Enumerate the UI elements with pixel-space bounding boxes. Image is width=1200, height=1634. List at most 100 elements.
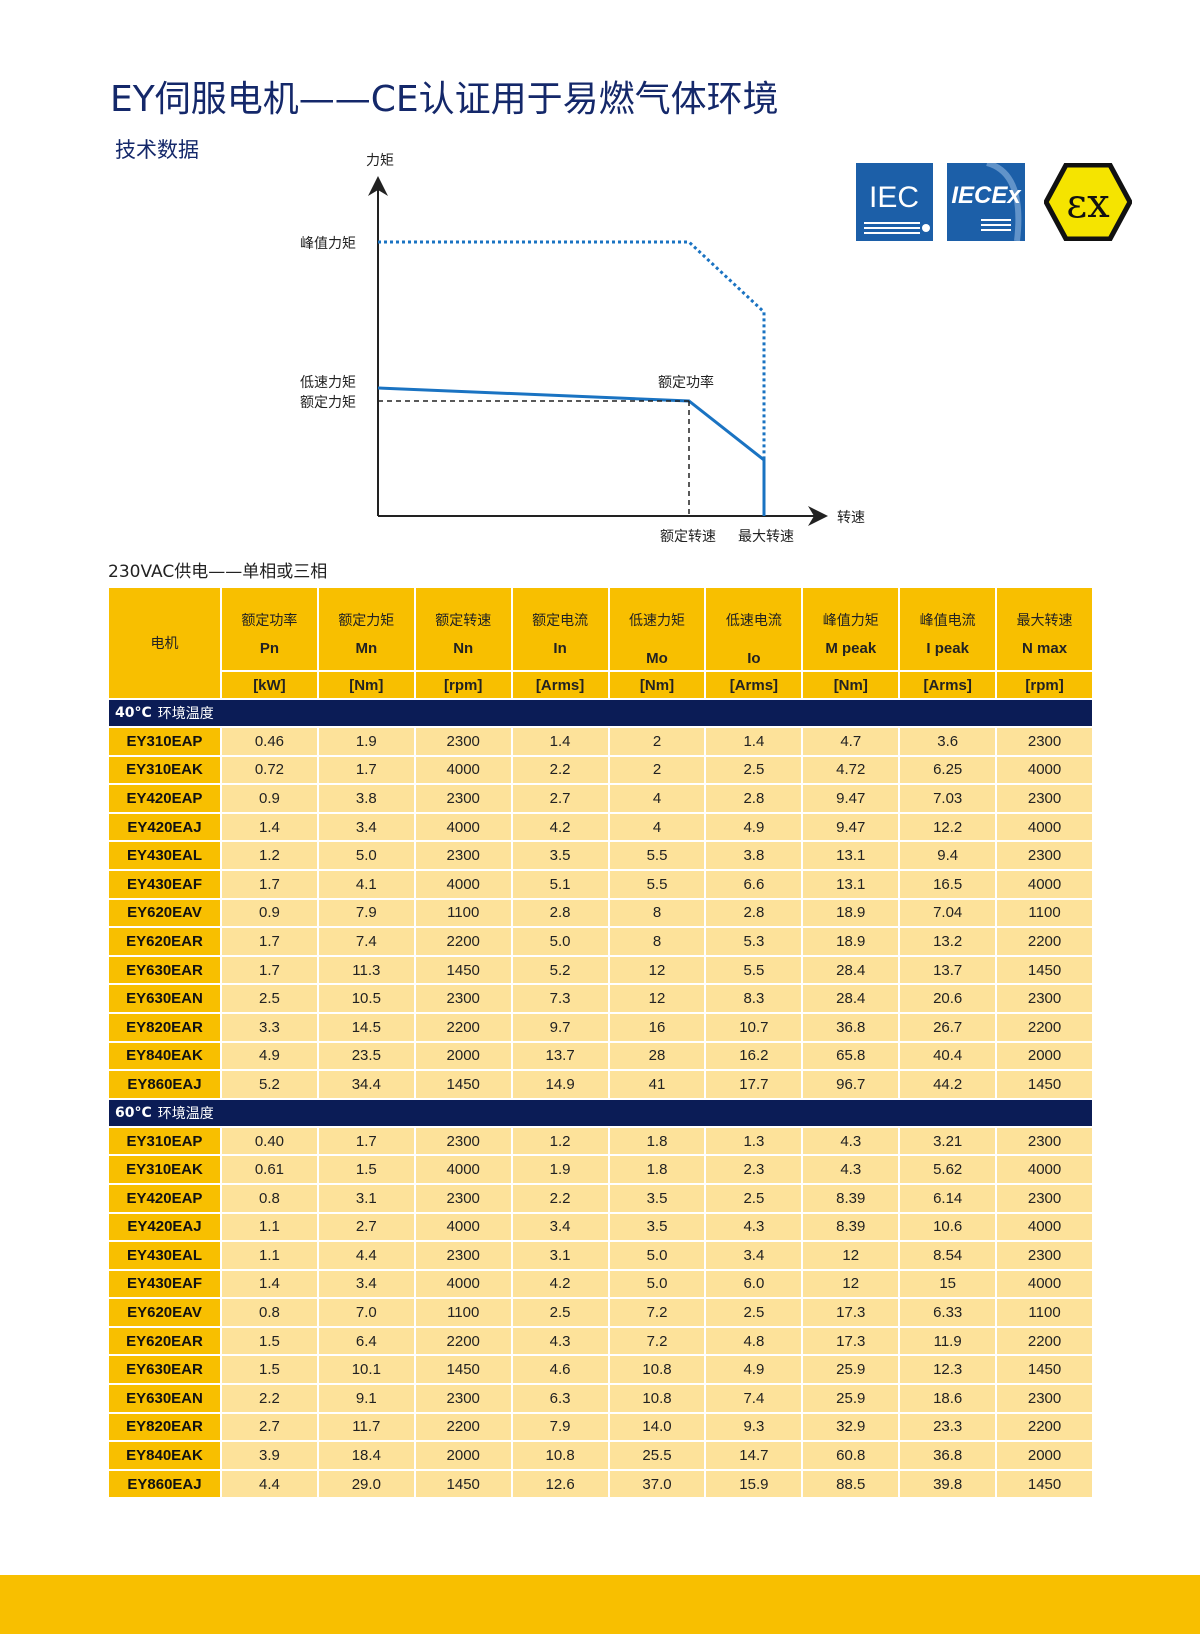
table-cell: 4000 [415,870,511,898]
table-cell: 3.3 [222,1013,317,1041]
table-cell: 6.4 [318,1327,414,1355]
header-symbol: Nn [453,640,474,657]
table-cell: 7.3 [512,985,608,1012]
svg-text:IEC: IEC [869,181,919,214]
table-cell: 2300 [415,1184,511,1212]
low-speed-torque-label: 低速力矩 [300,375,356,391]
table-cell: 29.0 [318,1470,414,1498]
section-temp: 40°C [115,705,152,721]
table-cell: 2.8 [706,785,802,812]
table-cell: 2300 [997,1127,1092,1155]
torque-speed-diagram [368,176,828,526]
table-cell: 3.6 [900,728,996,755]
table-cell: 5.5 [706,956,802,984]
header-name: 峰值电流 [919,613,976,629]
table-cell: 4.9 [706,813,802,841]
table-cell: 1.8 [609,1156,705,1183]
table-cell: 3.5 [609,1213,705,1241]
table-cell: 1450 [997,1071,1092,1098]
header-in: 额定电流 In [512,588,608,670]
table-cell: 18.9 [803,899,899,927]
table-cell: 18.6 [900,1385,996,1412]
table-cell: 3.21 [900,1127,996,1155]
table-cell: 6.6 [706,870,802,898]
header-name: 低速力矩 [628,613,685,629]
motor-cell: EY630EAR [109,956,220,984]
section-band-0: 40°C 环境温度 [109,700,1092,726]
table-cell: 10.8 [609,1385,705,1412]
peak-torque-label: 峰值力矩 [300,236,356,252]
header-unit: [Arms] [706,672,802,698]
table-cell: 1100 [415,899,511,927]
table-cell: 0.46 [222,728,317,755]
table-cell: 12 [803,1270,899,1298]
table-cell: 2.2 [222,1385,317,1412]
table-cell: 7.2 [609,1299,705,1326]
table-cell: 4.3 [706,1213,802,1241]
table-cell: 7.9 [512,1413,608,1441]
table-cell: 8.39 [803,1184,899,1212]
motor-cell: EY310EAP [109,728,220,755]
table-cell: 5.2 [222,1071,317,1098]
table-cell: 12.3 [900,1356,996,1384]
table-cell: 28.4 [803,985,899,1012]
table-cell: 4000 [997,1270,1092,1298]
table-cell: 88.5 [803,1470,899,1498]
header-n-max: 最大转速 N max [997,588,1092,670]
table-cell: 2300 [415,1385,511,1412]
table-cell: 3.4 [318,1270,414,1298]
table-cell: 16.2 [706,1042,802,1070]
table-cell: 2300 [997,728,1092,755]
svg-text:εx: εx [1066,181,1110,227]
table-cell: 0.8 [222,1184,317,1212]
header-io: 低速电流 Io [706,588,802,670]
table-cell: 40.4 [900,1042,996,1070]
header-name: 最大转速 [1016,613,1073,629]
table-cell: 2.5 [222,985,317,1012]
table-cell: 3.4 [318,813,414,841]
table-cell: 4.6 [512,1356,608,1384]
table-cell: 3.5 [609,1184,705,1212]
table-cell: 4000 [997,1156,1092,1183]
table-cell: 2000 [997,1042,1092,1070]
table-cell: 4000 [415,1213,511,1241]
table-cell: 1.7 [318,1127,414,1155]
table-cell: 4.1 [318,870,414,898]
table-cell: 4000 [997,1213,1092,1241]
table-cell: 2.2 [512,756,608,784]
table-cell: 1.9 [512,1156,608,1183]
table-cell: 5.3 [706,928,802,955]
header-symbol: Io [747,650,761,667]
table-cell: 32.9 [803,1413,899,1441]
motor-cell: EY620EAR [109,1327,220,1355]
table-cell: 4.2 [512,1270,608,1298]
table-cell: 2200 [997,1013,1092,1041]
table-cell: 13.7 [900,956,996,984]
table-cell: 2.5 [706,1184,802,1212]
table-cell: 2.7 [222,1413,317,1441]
table-cell: 6.33 [900,1299,996,1326]
supply-caption: 230VAC供电——单相或三相 [108,562,328,582]
table-cell: 17.3 [803,1299,899,1326]
table-cell: 4 [609,813,705,841]
table-cell: 8.39 [803,1213,899,1241]
table-cell: 4.9 [706,1356,802,1384]
table-cell: 2000 [997,1442,1092,1469]
table-cell: 1.1 [222,1242,317,1269]
table-cell: 2.5 [706,1299,802,1326]
table-cell: 34.4 [318,1071,414,1098]
header-unit: [Arms] [512,672,608,698]
motor-cell: EY860EAJ [109,1470,220,1498]
table-cell: 14.7 [706,1442,802,1469]
table-cell: 5.0 [318,842,414,869]
table-cell: 2200 [997,1413,1092,1441]
table-cell: 7.9 [318,899,414,927]
table-cell: 4.3 [803,1156,899,1183]
table-cell: 5.0 [609,1242,705,1269]
table-cell: 3.8 [318,785,414,812]
rated-power-label: 额定功率 [658,375,714,391]
iec-logo: IEC [856,163,933,241]
table-cell: 2300 [997,1242,1092,1269]
table-cell: 9.47 [803,813,899,841]
motor-cell: EY630EAN [109,985,220,1012]
